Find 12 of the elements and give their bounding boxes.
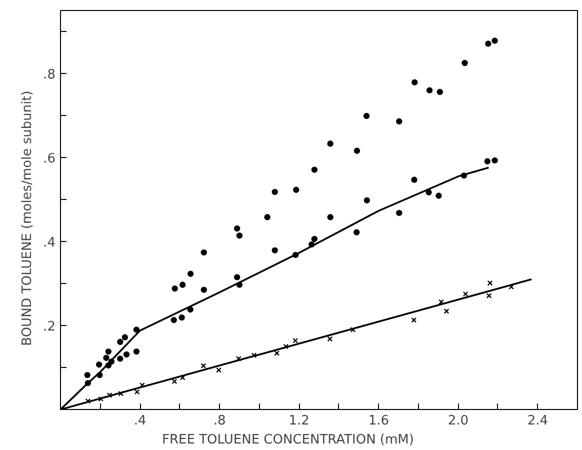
x-tick-label: .4	[134, 414, 146, 428]
y-axis-title: BOUND TOLUENE (moles/mole subunit)	[20, 90, 36, 346]
x-tick-label: 2.0	[448, 414, 469, 428]
x-tick-label: 2.4	[527, 414, 548, 428]
y-tick-label: .6	[43, 152, 56, 166]
y-tick-label: .2	[43, 320, 56, 334]
y-tick-label: .4	[43, 236, 56, 250]
y-tick-label: .8	[43, 68, 56, 82]
x-tick-label: 1.6	[368, 414, 390, 428]
x-tick-label: 1.2	[288, 414, 310, 428]
x-tick-label: .8	[213, 414, 226, 428]
x-axis-title: FREE TOLUENE CONCENTRATION (mM)	[162, 432, 414, 448]
